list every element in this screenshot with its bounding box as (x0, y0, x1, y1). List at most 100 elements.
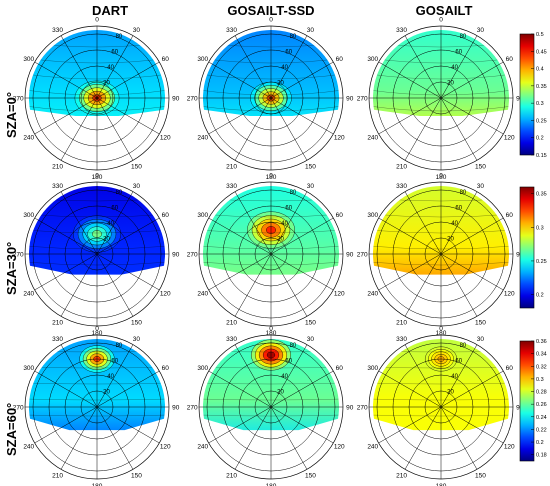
azimuth-spoke (234, 191, 272, 255)
azimuth-tick-label: 240 (367, 135, 378, 142)
azimuth-spoke (270, 191, 308, 255)
azimuth-tick-label: 330 (226, 183, 237, 190)
azimuth-spoke (34, 217, 98, 255)
azimuth-spoke (378, 61, 442, 99)
azimuth-spoke (404, 191, 442, 255)
colorbar-tick-label: 0.24 (536, 415, 547, 421)
azimuth-tick-label: 330 (396, 27, 407, 34)
azimuth-spoke (378, 253, 442, 291)
azimuth-tick-label: 240 (197, 135, 208, 142)
azimuth-tick-label: 150 (475, 473, 486, 480)
azimuth-tick-label: 150 (131, 164, 142, 171)
azimuth-spoke (34, 406, 98, 444)
azimuth-tick-label: 270 (13, 251, 24, 258)
azimuth-spoke (270, 217, 334, 255)
colorbar-tick-label: 0.3 (536, 377, 544, 383)
colorbar-tick-label: 0.45 (536, 49, 547, 55)
azimuth-tick-label: 30 (133, 183, 141, 190)
azimuth-tick-label: 300 (367, 212, 378, 219)
azimuth-tick-label: 30 (307, 336, 315, 343)
azimuth-tick-label: 120 (160, 291, 171, 298)
zenith-tick-label: 40 (281, 221, 288, 227)
zenith-tick-label: 80 (116, 190, 123, 196)
azimuth-tick-label: 180 (436, 174, 447, 181)
azimuth-spoke (96, 406, 134, 470)
azimuth-tick-label: 60 (506, 212, 514, 219)
colorbar-gradient (519, 340, 535, 462)
azimuth-spoke (96, 253, 160, 291)
azimuth-tick-label: 300 (367, 365, 378, 372)
azimuth-spoke (96, 253, 134, 317)
azimuth-spoke (440, 406, 504, 444)
azimuth-tick-label: 90 (346, 95, 354, 102)
azimuth-tick-label: 150 (475, 164, 486, 171)
azimuth-tick-label: 240 (367, 444, 378, 451)
azimuth-spoke (34, 370, 98, 408)
azimuth-spoke (234, 35, 272, 99)
zenith-tick-label: 20 (103, 237, 110, 243)
zenith-tick-label: 20 (447, 81, 454, 87)
azimuth-spoke (96, 97, 160, 135)
azimuth-spoke (404, 406, 442, 470)
polar-plot-gosailt-ssd-row1: 0 30 60 90 120 150 180 210 240 270 300 330 20 40 60 80 (187, 17, 354, 182)
azimuth-spoke (34, 97, 98, 135)
azimuth-tick-label: 60 (336, 56, 344, 63)
azimuth-spoke (208, 61, 272, 99)
azimuth-spoke (404, 35, 442, 99)
polar-plots: 0306090120150180210240270300330204060800… (13, 17, 524, 486)
colorbar-row2: 0.35 0.3 0.25 0.2 (519, 186, 547, 309)
azimuth-tick-label: 150 (131, 320, 142, 327)
colorbar-tick-label: 0.25 (536, 259, 547, 265)
azimuth-tick-label: 90 (172, 251, 180, 258)
colorbar-tick-label: 0.18 (536, 453, 547, 459)
azimuth-tick-label: 210 (52, 473, 63, 480)
azimuth-spoke (34, 61, 98, 99)
azimuth-spoke (270, 35, 308, 99)
colorbar-tick-label: 0.25 (536, 118, 547, 124)
azimuth-spoke (60, 253, 98, 317)
azimuth-tick-label: 60 (162, 56, 170, 63)
zenith-tick-label: 80 (116, 34, 123, 40)
azimuth-tick-label: 210 (226, 473, 237, 480)
azimuth-tick-label: 210 (52, 164, 63, 171)
azimuth-spoke (34, 253, 98, 291)
zenith-tick-label: 20 (447, 390, 454, 396)
azimuth-spoke (270, 253, 308, 317)
azimuth-spoke (234, 97, 272, 161)
azimuth-tick-label: 60 (162, 365, 170, 372)
zenith-tick-label: 40 (107, 65, 114, 71)
azimuth-spoke (270, 61, 334, 99)
azimuth-spoke (404, 344, 442, 408)
azimuth-tick-label: 30 (307, 27, 315, 34)
azimuth-tick-label: 270 (187, 95, 198, 102)
azimuth-tick-label: 180 (436, 330, 447, 337)
azimuth-tick-label: 60 (506, 365, 514, 372)
azimuth-spoke (60, 344, 98, 408)
azimuth-tick-label: 180 (266, 483, 277, 486)
colorbar-tick-label: 0.15 (536, 153, 547, 159)
azimuth-spoke (96, 406, 160, 444)
zenith-tick-label: 20 (277, 81, 284, 87)
azimuth-tick-label: 30 (477, 336, 485, 343)
colorbar-tick-label: 0.2 (536, 440, 544, 446)
azimuth-spoke (234, 253, 272, 317)
azimuth-tick-label: 120 (334, 291, 345, 298)
azimuth-tick-label: 180 (92, 174, 103, 181)
azimuth-tick-label: 180 (266, 330, 277, 337)
azimuth-spoke (440, 217, 504, 255)
azimuth-tick-label: 300 (23, 56, 34, 63)
colorbar-row3: 0.36 0.34 0.32 0.3 0.28 0.26 0.24 0.22 0.2 0.18 (519, 339, 547, 462)
azimuth-tick-label: 300 (197, 365, 208, 372)
azimuth-tick-label: 330 (52, 27, 63, 34)
column-title-dart: DART (91, 3, 129, 18)
zenith-tick-label: 60 (285, 359, 292, 365)
colorbar-tick-label: 0.26 (536, 402, 547, 408)
azimuth-tick-label: 330 (226, 27, 237, 34)
polar-plot-gosailt-ssd-row3: 0 30 60 90 120 150 180 210 240 270 300 330 20 40 60 80 (187, 326, 354, 486)
azimuth-tick-label: 120 (160, 135, 171, 142)
azimuth-spoke (378, 97, 442, 135)
azimuth-tick-label: 150 (475, 320, 486, 327)
azimuth-spoke (208, 97, 272, 135)
